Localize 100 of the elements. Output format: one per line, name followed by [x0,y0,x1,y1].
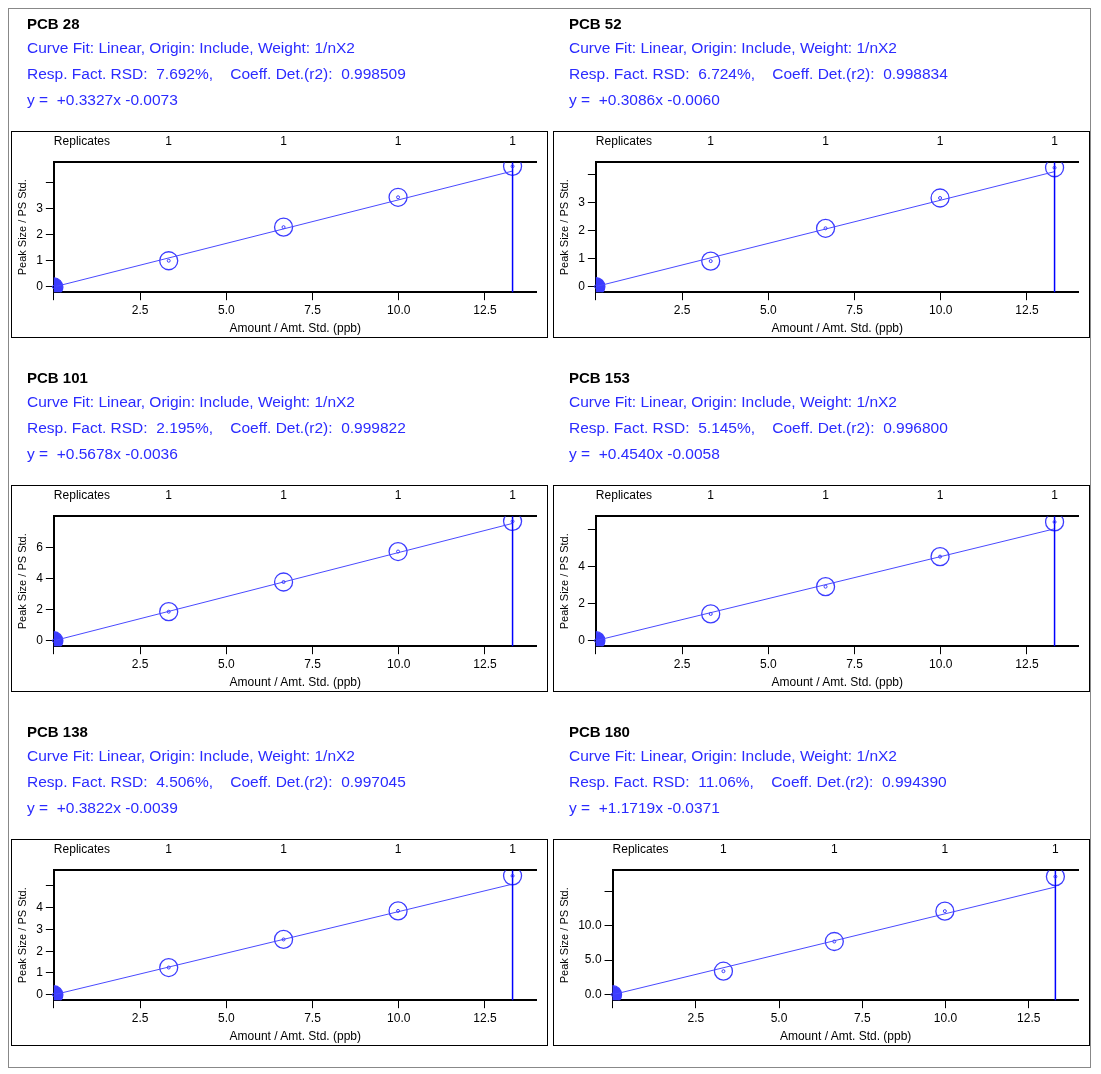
y-tick-label: 0 [36,987,44,1002]
y-axis-title: Peak Size / PS Std. [15,179,28,276]
y-tick-label: 4 [36,899,44,914]
x-tick-label: 7.5 [304,656,322,671]
text: 1 [394,134,402,149]
x-tick-label: 10.0 [929,302,953,317]
point [930,188,950,208]
x-tick-label: 10.0 [387,1010,411,1025]
y-tick-label: 0.0 [584,986,602,1001]
x-tick-label: 5.0 [770,1010,788,1025]
x-axis-title: Amount / Amt. Std. (ppb) [229,1029,361,1044]
point [815,218,836,238]
point [159,602,179,622]
text: 1 [707,134,715,149]
x-tick-label: 7.5 [304,302,322,317]
chart-subtitle: Curve Fit: Linear, Origin: Include, Weight: 1/nX2 Resp. Fact. RSD: 6.724%, Coeff. Det.(r2): 0.998834 y = +0.3086x -0.0060 [569,38,949,110]
y-tick-label: 2 [36,943,44,958]
y-axis-title: Peak Size / PS Std. [557,533,570,630]
chart-title: PCB 28 [27,14,81,34]
chart-title: PCB 153 [569,368,631,388]
y-tick-label: 6 [36,539,44,554]
point [388,541,408,562]
y-tick-label: 0 [578,278,586,293]
y-tick-label: 3 [36,921,44,936]
x-tick-label: 12.5 [1015,302,1039,317]
point [713,961,734,981]
x-tick-label: 10.0 [929,656,953,671]
x-tick-label: 2.5 [673,302,691,317]
y-tick-label: 4 [578,558,586,573]
y-tick-label: 1 [36,253,44,268]
text: 1 [720,842,728,857]
text: 1 [394,842,402,857]
text: 1 [165,134,173,149]
x-tick-label: 5.0 [759,656,777,671]
x-tick-label: 12.5 [473,1010,497,1025]
text: 1 [165,488,173,503]
point [930,546,950,567]
x-tick-label: 2.5 [131,656,149,671]
x-tick-label: 10.0 [387,302,411,317]
x-tick-label: 5.0 [217,302,235,317]
y-tick-label: 0 [36,633,44,648]
text: 1 [165,842,173,857]
point [824,931,844,952]
x-tick-label: 5.0 [217,1010,235,1025]
y-tick-label: 2 [578,222,586,237]
text: 1 [280,488,288,503]
text: 1 [394,488,402,503]
x-tick-label: 10.0 [933,1010,958,1025]
x-tick-label: 12.5 [473,656,497,671]
y-tick-label: 0 [36,279,44,294]
text: 1 [830,842,838,857]
point [273,572,294,592]
chart-subtitle: Curve Fit: Linear, Origin: Include, Weight: 1/nX2 Resp. Fact. RSD: 5.145%, Coeff. Det.(r2): 0.996800 y = +0.4540x -0.0058 [569,392,949,464]
text: 1 [936,134,944,149]
text: 1 [707,488,715,503]
text: 1 [941,842,949,857]
y-tick-label: 2 [36,226,44,241]
text: 1 [280,134,288,149]
point [701,251,721,271]
point [159,251,179,271]
chart-title: PCB 52 [569,14,623,34]
y-tick-label: 10.0 [578,917,602,932]
x2-axis-title: Replicates [595,133,652,148]
y-axis-title: Peak Size / PS Std. [15,533,28,630]
x2-axis-title: Replicates [53,841,110,856]
text: 1 [509,488,517,503]
point [1045,870,1066,887]
text: 1 [822,134,830,149]
point [159,957,179,978]
y-axis-title: Peak Size / PS Std. [557,179,570,276]
x-tick-label: 7.5 [846,302,864,317]
x-tick-label: 2.5 [687,1010,705,1025]
y-tick-label: 2 [36,601,44,616]
point [388,187,408,207]
point [273,217,294,237]
y-tick-label: 2 [578,595,586,610]
x-tick-label: 2.5 [673,656,691,671]
point [273,929,294,950]
x-tick-label: 2.5 [131,1010,149,1025]
text: 1 [1051,134,1059,149]
x2-axis-title: Replicates [612,841,669,856]
x-tick-label: 12.5 [1017,1010,1041,1025]
y-tick-label: 0 [578,632,586,647]
text: 1 [280,842,288,857]
x-axis-title: Amount / Amt. Std. (ppb) [771,675,903,690]
x-tick-label: 7.5 [304,1010,322,1025]
y-axis-title: Peak Size / PS Std. [557,887,570,984]
point [935,901,955,921]
x-axis-title: Amount / Amt. Std. (ppb) [229,675,361,690]
y-tick-label: 1 [578,250,586,265]
chart-title: PCB 101 [27,368,89,388]
chart-title: PCB 138 [27,722,89,742]
text: 1 [936,488,944,503]
y-tick-label: 3 [36,200,44,215]
x2-axis-title: Replicates [595,487,652,502]
y-tick-label: 3 [578,194,586,209]
x-axis-title: Amount / Amt. Std. (ppb) [229,321,361,336]
x-axis-title: Amount / Amt. Std. (ppb) [771,321,903,336]
chart-subtitle: Curve Fit: Linear, Origin: Include, Weight: 1/nX2 Resp. Fact. RSD: 4.506%, Coeff. Det.(r2): 0.997045 y = +0.3822x -0.0039 [27,746,407,818]
text: 1 [1052,842,1060,857]
